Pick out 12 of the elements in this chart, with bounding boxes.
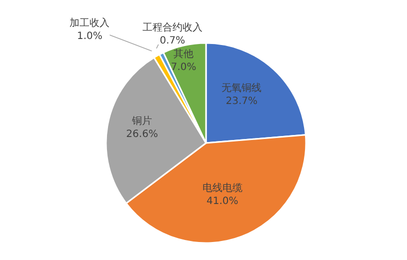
slice-label: 电线电缆	[202, 182, 242, 194]
data-label: 41.0%	[206, 196, 238, 208]
data-label: 26.6%	[126, 128, 158, 140]
data-label: 1.0%	[77, 30, 102, 42]
slice-label: 工程合约收入	[142, 21, 202, 34]
slice-label: 加工收入	[70, 16, 110, 29]
data-label: 7.0%	[170, 62, 196, 73]
slice-label: 铜片	[131, 114, 152, 127]
data-label: 23.7%	[226, 96, 258, 107]
slice-label: 其他	[174, 48, 194, 60]
data-label: 0.7%	[160, 35, 186, 46]
slice-label: 无氧铜线	[222, 82, 262, 94]
